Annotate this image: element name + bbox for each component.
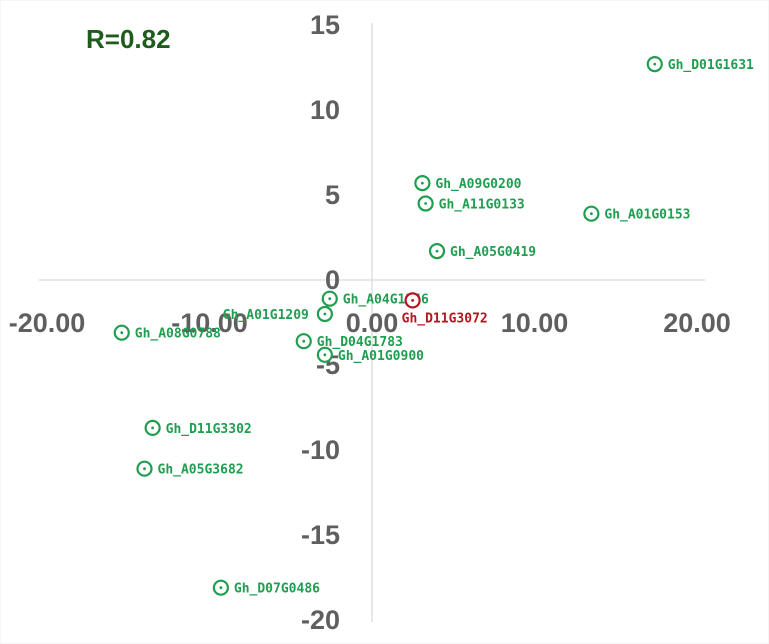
data-point: Gh_D04G1783 <box>295 333 403 350</box>
x-tick-label: -10.00 <box>171 308 248 338</box>
y-tick-label: 10 <box>310 95 340 125</box>
y-tick-label: 15 <box>310 10 340 40</box>
point-label: Gh_D04G1783 <box>317 335 403 350</box>
point-center <box>411 299 415 302</box>
point-label: Gh_D11G3302 <box>166 422 252 437</box>
data-point: Gh_A09G0200 <box>414 175 522 192</box>
point-center <box>420 181 424 185</box>
point-center <box>424 202 428 205</box>
point-label: Gh_A01G0153 <box>604 208 690 223</box>
point-center <box>328 297 332 301</box>
x-tick-label: -20.00 <box>9 308 86 338</box>
data-point: Gh_A01G1209 <box>223 305 333 323</box>
point-label: Gh_D07G0486 <box>234 582 320 597</box>
x-tick-labels: -20.00 -10.00 0.00 10.00 20.00 <box>9 308 731 338</box>
data-point: Gh_A11G0133 <box>417 195 525 213</box>
data-point: Gh_D07G0486 <box>212 579 320 597</box>
data-point: Gh_D11G3302 <box>144 419 252 437</box>
point-center <box>219 586 223 590</box>
y-tick-label: -20 <box>301 605 340 635</box>
point-center <box>589 212 593 216</box>
point-center <box>120 331 124 335</box>
point-center <box>435 249 439 253</box>
point-center <box>323 353 327 357</box>
point-center <box>143 467 146 471</box>
y-tick-label: 0 <box>325 265 340 295</box>
y-tick-label: -15 <box>301 520 340 550</box>
y-tick-label: -10 <box>301 435 340 465</box>
data-point: Gh_A08G0788 <box>113 324 221 342</box>
data-point: Gh_D01G1631 <box>646 55 754 73</box>
point-label: Gh_A01G0900 <box>338 349 424 364</box>
axes <box>39 23 705 622</box>
data-points: Gh_D01G1631 Gh_A09G0200 Gh_A11G0133 Gh_A01G… <box>113 55 754 597</box>
point-center <box>151 426 155 430</box>
point-label: Gh_A11G0133 <box>439 198 525 213</box>
point-label: Gh_A01G1209 <box>223 308 309 323</box>
x-tick-label: 0.00 <box>346 308 399 338</box>
x-tick-label: 10.00 <box>501 308 569 338</box>
correlation-annotation: R=0.82 <box>86 24 171 54</box>
data-point: Gh_A05G3682 <box>136 460 244 478</box>
point-label: Gh_A05G3682 <box>158 463 244 478</box>
data-point: Gh_A05G0419 <box>428 243 536 260</box>
point-label: Gh_A05G0419 <box>450 245 536 260</box>
point-label: Gh_A08G0788 <box>135 327 221 342</box>
point-center <box>302 339 306 343</box>
point-label: Gh_A09G0200 <box>435 177 521 192</box>
point-center <box>653 62 657 66</box>
data-point: Gh_D11G3072 <box>402 292 488 326</box>
data-point: Gh_A01G0153 <box>583 205 690 223</box>
y-tick-label: 5 <box>325 180 340 210</box>
point-center <box>323 312 327 316</box>
point-label: Gh_D01G1631 <box>668 58 754 73</box>
x-tick-label: 20.00 <box>663 308 731 338</box>
point-label: Gh_D11G3072 <box>402 311 488 326</box>
data-point: Gh_A01G0900 <box>316 346 424 364</box>
